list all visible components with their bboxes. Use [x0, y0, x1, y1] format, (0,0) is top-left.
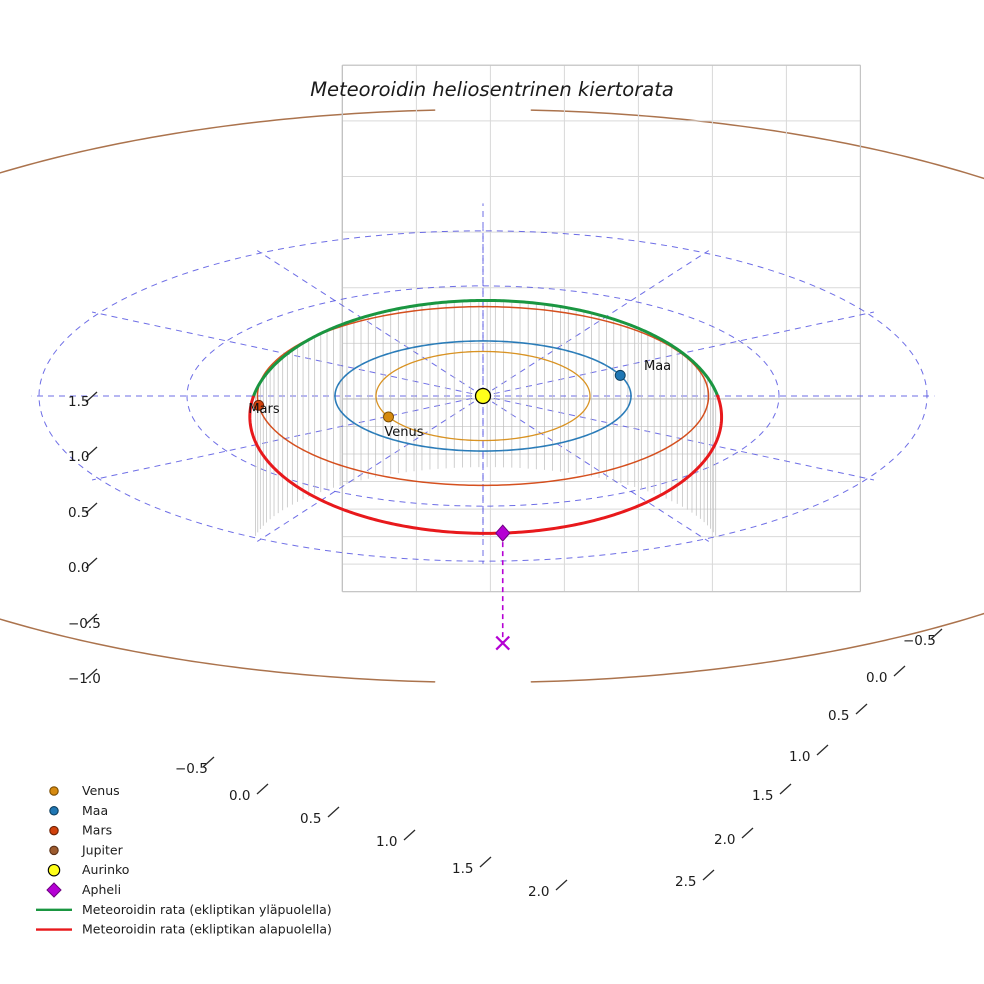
axes-box-frame: [341, 64, 861, 593]
body-label-mars: Mars: [248, 402, 280, 417]
legend-label[interactable]: Aurinko: [82, 862, 129, 877]
axis-tick-label: 1.5: [452, 861, 473, 877]
jupiter-orbit-arc: [0, 109, 984, 683]
legend-marker-aurinko: [47, 863, 61, 877]
meteoroid-orbit-curve: [248, 298, 724, 535]
legend-marker-mars: [49, 825, 59, 836]
planet-orbit-curves: [256, 305, 710, 487]
axis-tick-label: 2.0: [714, 832, 735, 848]
axis-tick-label: −0.5: [68, 616, 101, 632]
chart-title: Meteoroidin heliosentrinen kiertorata: [310, 78, 674, 101]
axis-tick-label: 1.0: [376, 834, 397, 850]
axis-tick-label: 0.0: [68, 560, 89, 576]
body-annotations: Mars Venus Maa: [248, 359, 671, 440]
axis-tick-label: 0.5: [68, 505, 89, 521]
axis-tick-marks: [85, 391, 943, 891]
body-label-venus: Venus: [384, 425, 423, 440]
body-label-maa: Maa: [644, 359, 671, 374]
axis-tick-label: 2.0: [528, 884, 549, 900]
legend-label[interactable]: Maa: [82, 803, 108, 818]
axis-tick-label: 0.5: [300, 811, 321, 827]
axis-tick-label: −0.5: [175, 761, 208, 777]
legend-label[interactable]: Mars: [82, 823, 112, 838]
axis-tick-label: 1.0: [789, 749, 810, 765]
legend-label[interactable]: Apheli: [82, 882, 121, 897]
legend-marker-maa: [49, 806, 59, 816]
legend-label[interactable]: Jupiter: [81, 842, 124, 857]
axis-tick-label: −0.5: [903, 633, 936, 649]
legend-marker-venus: [49, 786, 59, 796]
axis-tick-label: 1.5: [68, 394, 89, 410]
axis-tick-label: 2.5: [675, 874, 696, 890]
axis-tick-label: −1.0: [68, 671, 101, 687]
axis-tick-label: 0.5: [828, 708, 849, 724]
axis-tick-label: 1.0: [68, 449, 89, 465]
axis-tick-label: 0.0: [229, 788, 250, 804]
body-markers: [253, 369, 626, 651]
legend-label[interactable]: Meteoroidin rata (ekliptikan alapuolella…: [82, 922, 332, 937]
axis-tick-labels: 1.5 1.0 0.5 0.0 −0.5 −1.0 −0.5 0.0 0.5 1.0 1.5 2.0 −…: [68, 394, 936, 900]
legend-marker-apheli: [46, 882, 62, 898]
legend-label[interactable]: Meteoroidin rata (ekliptikan yläpuolella…: [82, 902, 332, 917]
axis-tick-label: 1.5: [752, 788, 773, 804]
chart-legend[interactable]: Venus Maa Mars Jupiter Aurinko Apheli Meteoroi…: [36, 783, 332, 937]
axis-tick-label: 0.0: [866, 670, 887, 686]
legend-marker-jupiter: [49, 845, 59, 856]
legend-label[interactable]: Venus: [82, 783, 120, 798]
